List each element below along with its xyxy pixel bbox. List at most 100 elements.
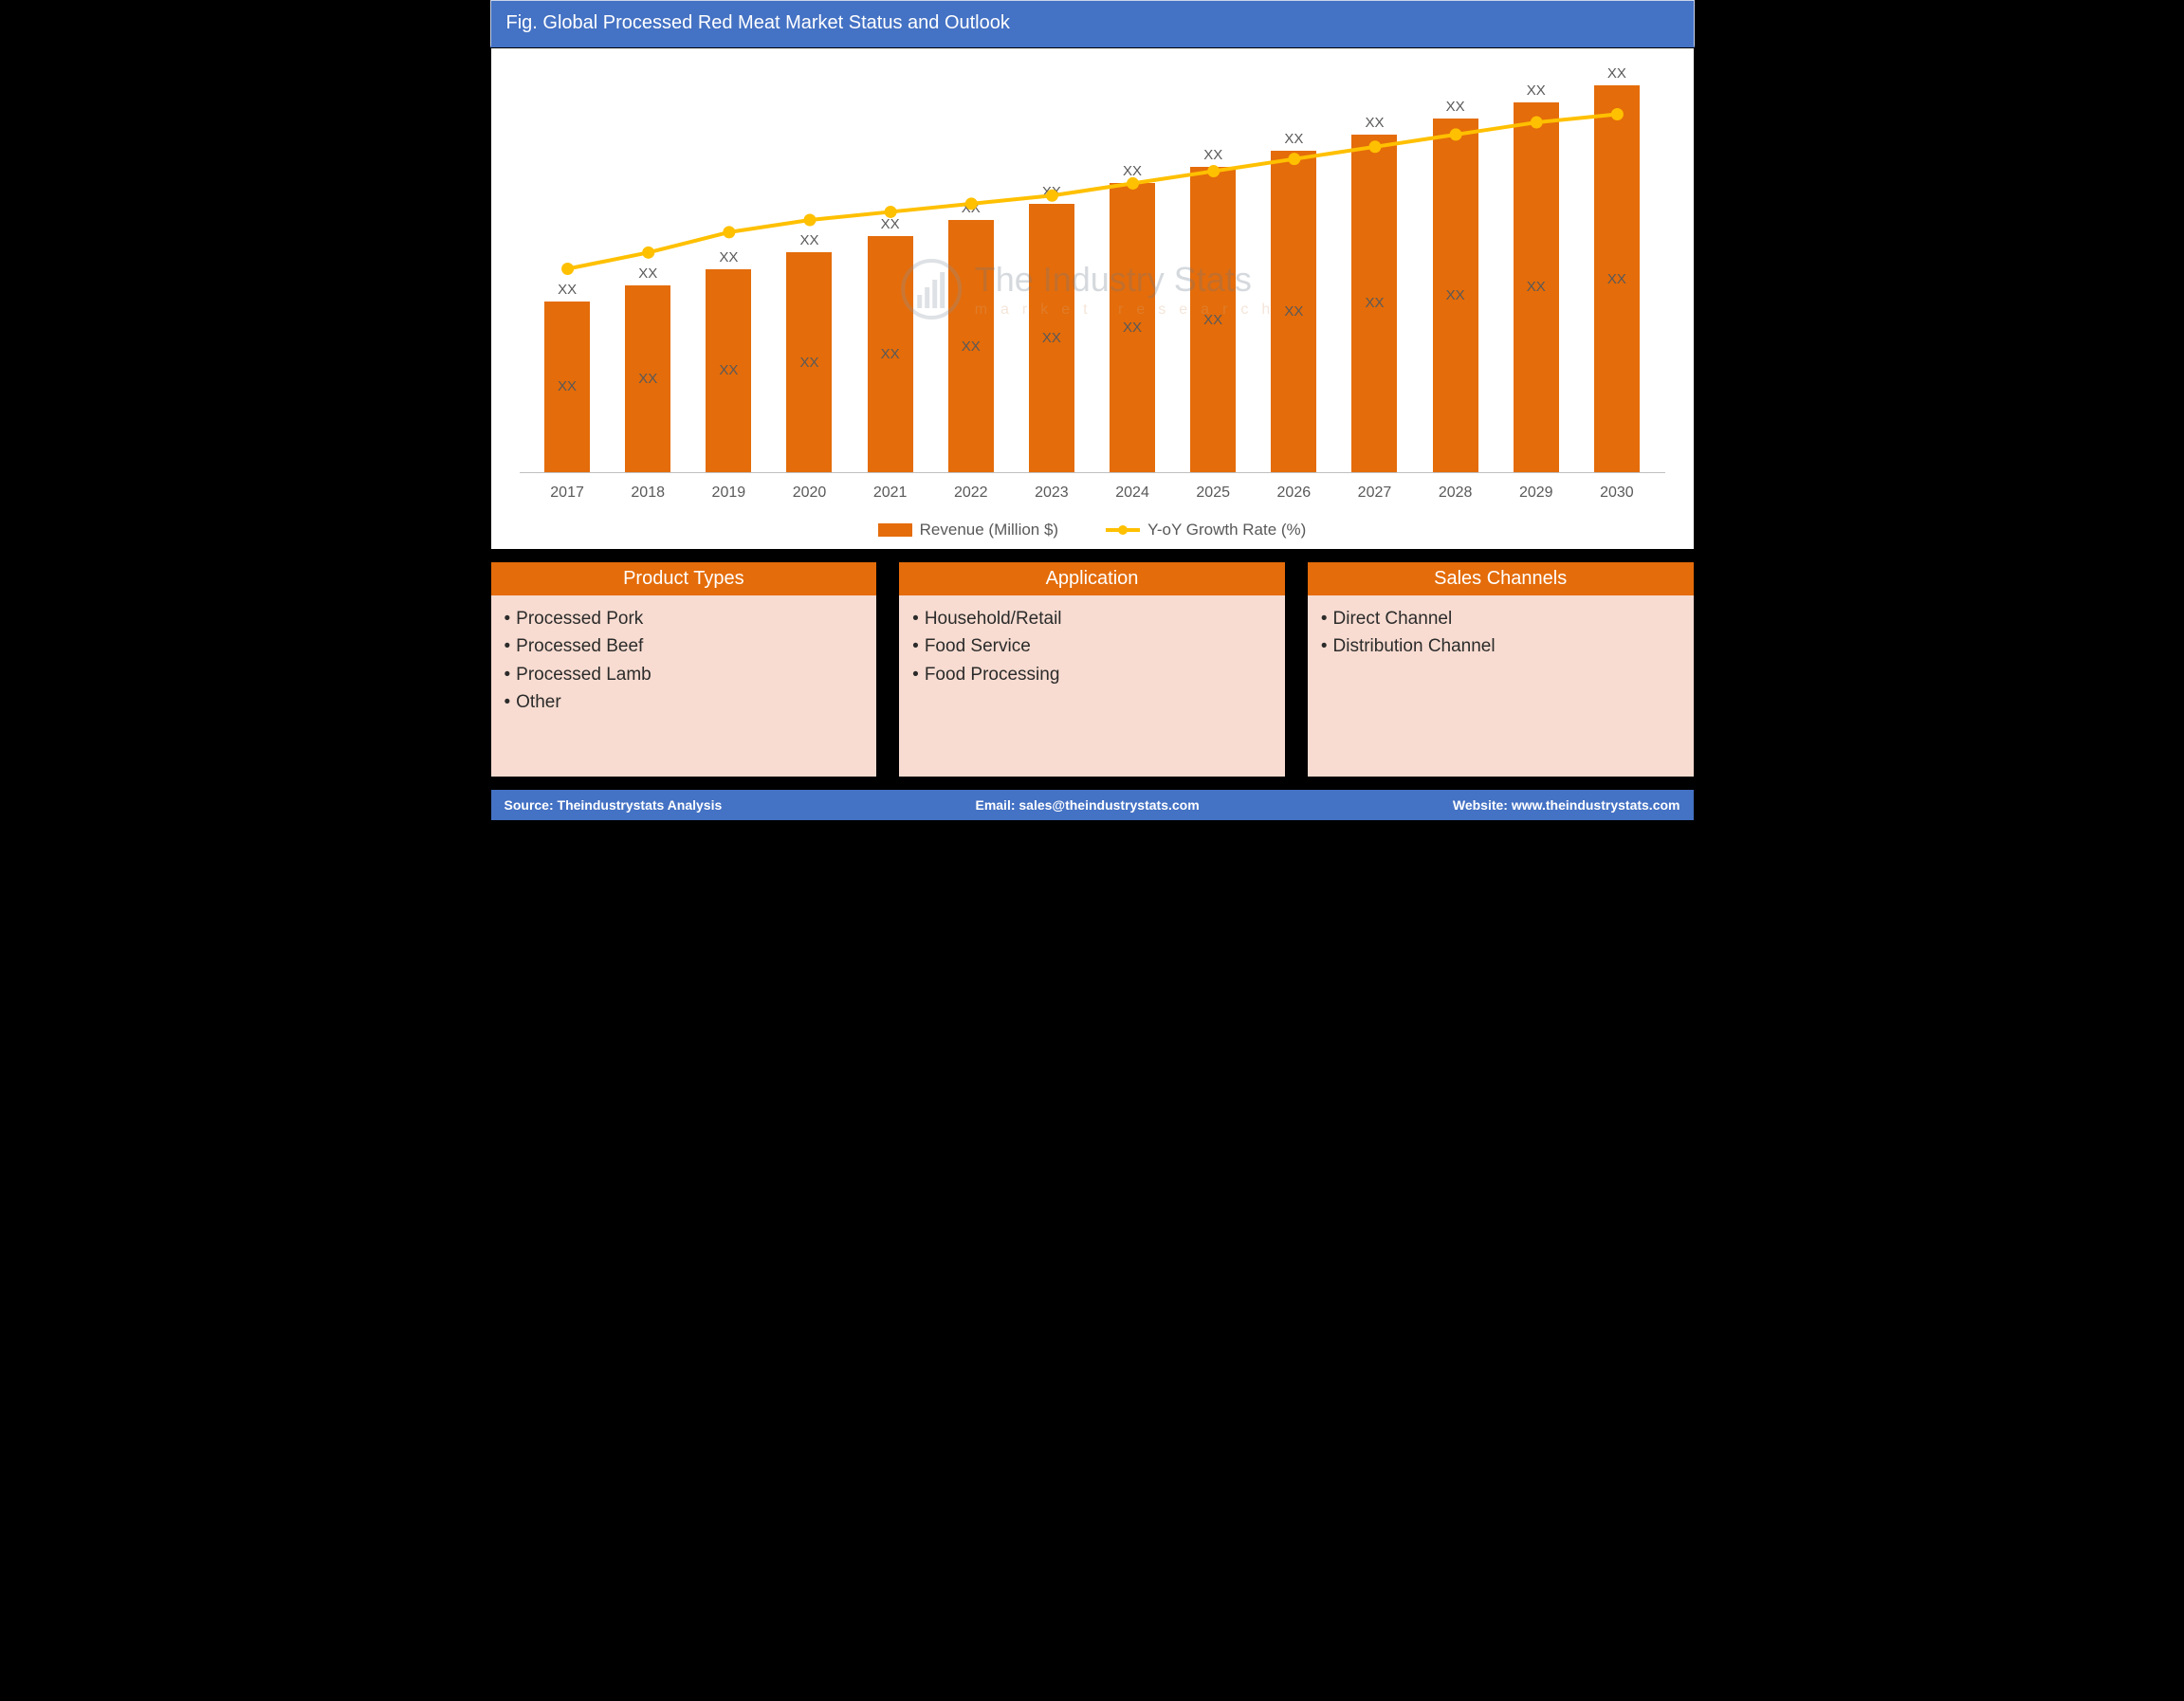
legend-line-swatch bbox=[1106, 528, 1140, 532]
info-panel: ApplicationHousehold/RetailFood ServiceF… bbox=[898, 561, 1286, 777]
bar-top-label: XX bbox=[1365, 115, 1384, 131]
x-tick-label: 2020 bbox=[769, 485, 850, 502]
bar-slot: XX XX bbox=[527, 65, 608, 472]
revenue-bar: XX bbox=[1351, 135, 1397, 472]
bar-inner-label: XX bbox=[1042, 330, 1061, 346]
panel-item: Processed Pork bbox=[505, 605, 864, 632]
revenue-bar: XX bbox=[1271, 151, 1316, 472]
bar-inner-label: XX bbox=[1446, 287, 1465, 303]
footer-bar: Source: Theindustrystats Analysis Email:… bbox=[490, 789, 1695, 821]
panel-body: Direct ChannelDistribution Channel bbox=[1308, 595, 1694, 670]
x-tick-label: 2028 bbox=[1415, 485, 1496, 502]
info-panel: Sales ChannelsDirect ChannelDistribution… bbox=[1307, 561, 1695, 777]
panel-item: Food Service bbox=[912, 632, 1272, 660]
panel-item: Other bbox=[505, 688, 864, 716]
panel-item: Household/Retail bbox=[912, 605, 1272, 632]
bar-slot: XX XX bbox=[1254, 65, 1334, 472]
panel-item: Direct Channel bbox=[1321, 605, 1680, 632]
x-tick-label: 2019 bbox=[688, 485, 769, 502]
x-tick-label: 2025 bbox=[1173, 485, 1254, 502]
revenue-bar: XX bbox=[948, 220, 994, 472]
revenue-bar: XX bbox=[868, 236, 913, 472]
panel-body: Household/RetailFood ServiceFood Process… bbox=[899, 595, 1285, 698]
bar-top-label: XX bbox=[1123, 163, 1142, 179]
revenue-bar: XX bbox=[1029, 204, 1074, 472]
revenue-bar: XX bbox=[1594, 85, 1640, 472]
revenue-bar: XX bbox=[1433, 119, 1478, 472]
revenue-bar: XX bbox=[1514, 102, 1559, 472]
chart-panel: XXXXXXXXXXXXXXXXXXXXXXXXXXXXXXXXXXXXXXXX… bbox=[490, 47, 1695, 550]
x-tick-label: 2018 bbox=[608, 485, 688, 502]
x-axis: 2017201820192020202120222023202420252026… bbox=[520, 479, 1665, 502]
bar-top-label: XX bbox=[799, 232, 818, 248]
bar-slot: XX XX bbox=[1334, 65, 1415, 472]
bar-slot: XX XX bbox=[1092, 65, 1172, 472]
panel-item: Food Processing bbox=[912, 661, 1272, 688]
bar-slot: XX XX bbox=[1576, 65, 1657, 472]
bar-inner-label: XX bbox=[962, 338, 981, 355]
bar-inner-label: XX bbox=[1284, 303, 1303, 320]
revenue-bar: XX bbox=[1190, 167, 1236, 472]
revenue-bar: XX bbox=[625, 285, 670, 472]
bar-inner-label: XX bbox=[558, 378, 577, 394]
footer-source: Source: Theindustrystats Analysis bbox=[505, 797, 723, 813]
panel-header: Product Types bbox=[491, 562, 877, 595]
bar-top-label: XX bbox=[881, 216, 900, 232]
panel-header: Application bbox=[899, 562, 1285, 595]
bar-top-label: XX bbox=[1527, 82, 1546, 99]
bar-top-label: XX bbox=[1042, 184, 1061, 200]
bar-slot: XX XX bbox=[850, 65, 930, 472]
bar-inner-label: XX bbox=[1123, 320, 1142, 336]
bar-top-label: XX bbox=[962, 200, 981, 216]
legend-bar-swatch bbox=[878, 523, 912, 537]
panel-header: Sales Channels bbox=[1308, 562, 1694, 595]
x-tick-label: 2030 bbox=[1576, 485, 1657, 502]
revenue-bar: XX bbox=[706, 269, 751, 473]
bar-slot: XX XX bbox=[1011, 65, 1092, 472]
legend-growth: Y-oY Growth Rate (%) bbox=[1106, 521, 1306, 540]
x-tick-label: 2024 bbox=[1092, 485, 1172, 502]
bar-inner-label: XX bbox=[719, 362, 738, 378]
bar-inner-label: XX bbox=[1527, 279, 1546, 295]
bars-container: XXXXXXXXXXXXXXXXXXXXXXXXXXXXXXXXXXXXXXXX… bbox=[520, 65, 1665, 472]
x-tick-label: 2022 bbox=[930, 485, 1011, 502]
figure-title: Fig. Global Processed Red Meat Market St… bbox=[490, 0, 1695, 47]
bar-inner-label: XX bbox=[1365, 295, 1384, 311]
legend-line-label: Y-oY Growth Rate (%) bbox=[1147, 521, 1306, 540]
revenue-bar: XX bbox=[786, 252, 832, 472]
info-panels-row: Product TypesProcessed PorkProcessed Bee… bbox=[490, 550, 1695, 777]
bar-top-label: XX bbox=[719, 249, 738, 265]
panel-item: Processed Beef bbox=[505, 632, 864, 660]
bar-inner-label: XX bbox=[1607, 271, 1626, 287]
x-tick-label: 2029 bbox=[1496, 485, 1576, 502]
chart-legend: Revenue (Million $) Y-oY Growth Rate (%) bbox=[520, 521, 1665, 540]
bar-slot: XX XX bbox=[688, 65, 769, 472]
bar-inner-label: XX bbox=[799, 355, 818, 371]
revenue-bar: XX bbox=[1110, 183, 1155, 472]
bar-slot: XX XX bbox=[1496, 65, 1576, 472]
x-tick-label: 2021 bbox=[850, 485, 930, 502]
bar-top-label: XX bbox=[558, 282, 577, 298]
bar-top-label: XX bbox=[1607, 65, 1626, 82]
bar-top-label: XX bbox=[1284, 131, 1303, 147]
bar-inner-label: XX bbox=[1203, 312, 1222, 328]
panel-body: Processed PorkProcessed BeefProcessed La… bbox=[491, 595, 877, 726]
x-tick-label: 2026 bbox=[1254, 485, 1334, 502]
bar-slot: XX XX bbox=[769, 65, 850, 472]
revenue-bar: XX bbox=[544, 302, 590, 472]
legend-revenue: Revenue (Million $) bbox=[878, 521, 1058, 540]
bar-slot: XX XX bbox=[930, 65, 1011, 472]
bar-slot: XX XX bbox=[1173, 65, 1254, 472]
footer-website: Website: www.theindustrystats.com bbox=[1453, 797, 1680, 813]
footer-email: Email: sales@theindustrystats.com bbox=[975, 797, 1199, 813]
x-tick-label: 2027 bbox=[1334, 485, 1415, 502]
info-panel: Product TypesProcessed PorkProcessed Bee… bbox=[490, 561, 878, 777]
x-tick-label: 2017 bbox=[527, 485, 608, 502]
panel-item: Processed Lamb bbox=[505, 661, 864, 688]
plot-area: XXXXXXXXXXXXXXXXXXXXXXXXXXXXXXXXXXXXXXXX… bbox=[520, 65, 1665, 473]
x-tick-label: 2023 bbox=[1011, 485, 1092, 502]
bar-slot: XX XX bbox=[608, 65, 688, 472]
bar-inner-label: XX bbox=[638, 371, 657, 387]
bar-top-label: XX bbox=[1203, 147, 1222, 163]
bar-top-label: XX bbox=[638, 265, 657, 282]
